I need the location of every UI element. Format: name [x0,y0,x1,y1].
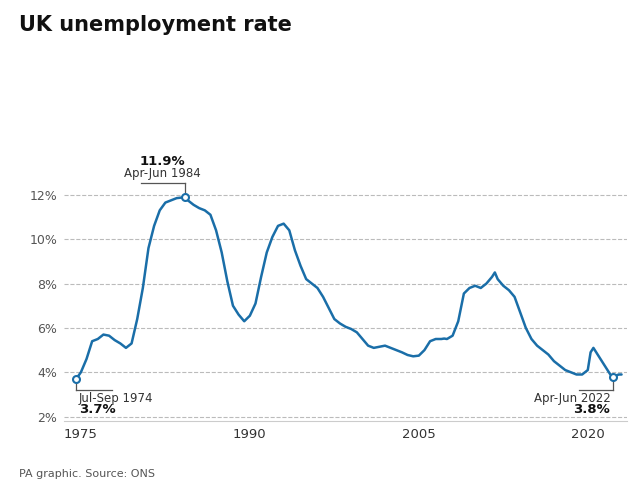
Text: 3.7%: 3.7% [79,403,116,416]
Text: Apr-Jun 2022: Apr-Jun 2022 [534,392,611,405]
Text: 3.8%: 3.8% [573,403,611,416]
Text: Jul-Sep 1974: Jul-Sep 1974 [79,392,154,405]
Text: Apr-Jun 1984: Apr-Jun 1984 [124,167,201,180]
Text: PA graphic. Source: ONS: PA graphic. Source: ONS [19,469,155,479]
Text: 11.9%: 11.9% [140,155,186,168]
Text: UK unemployment rate: UK unemployment rate [19,15,292,34]
